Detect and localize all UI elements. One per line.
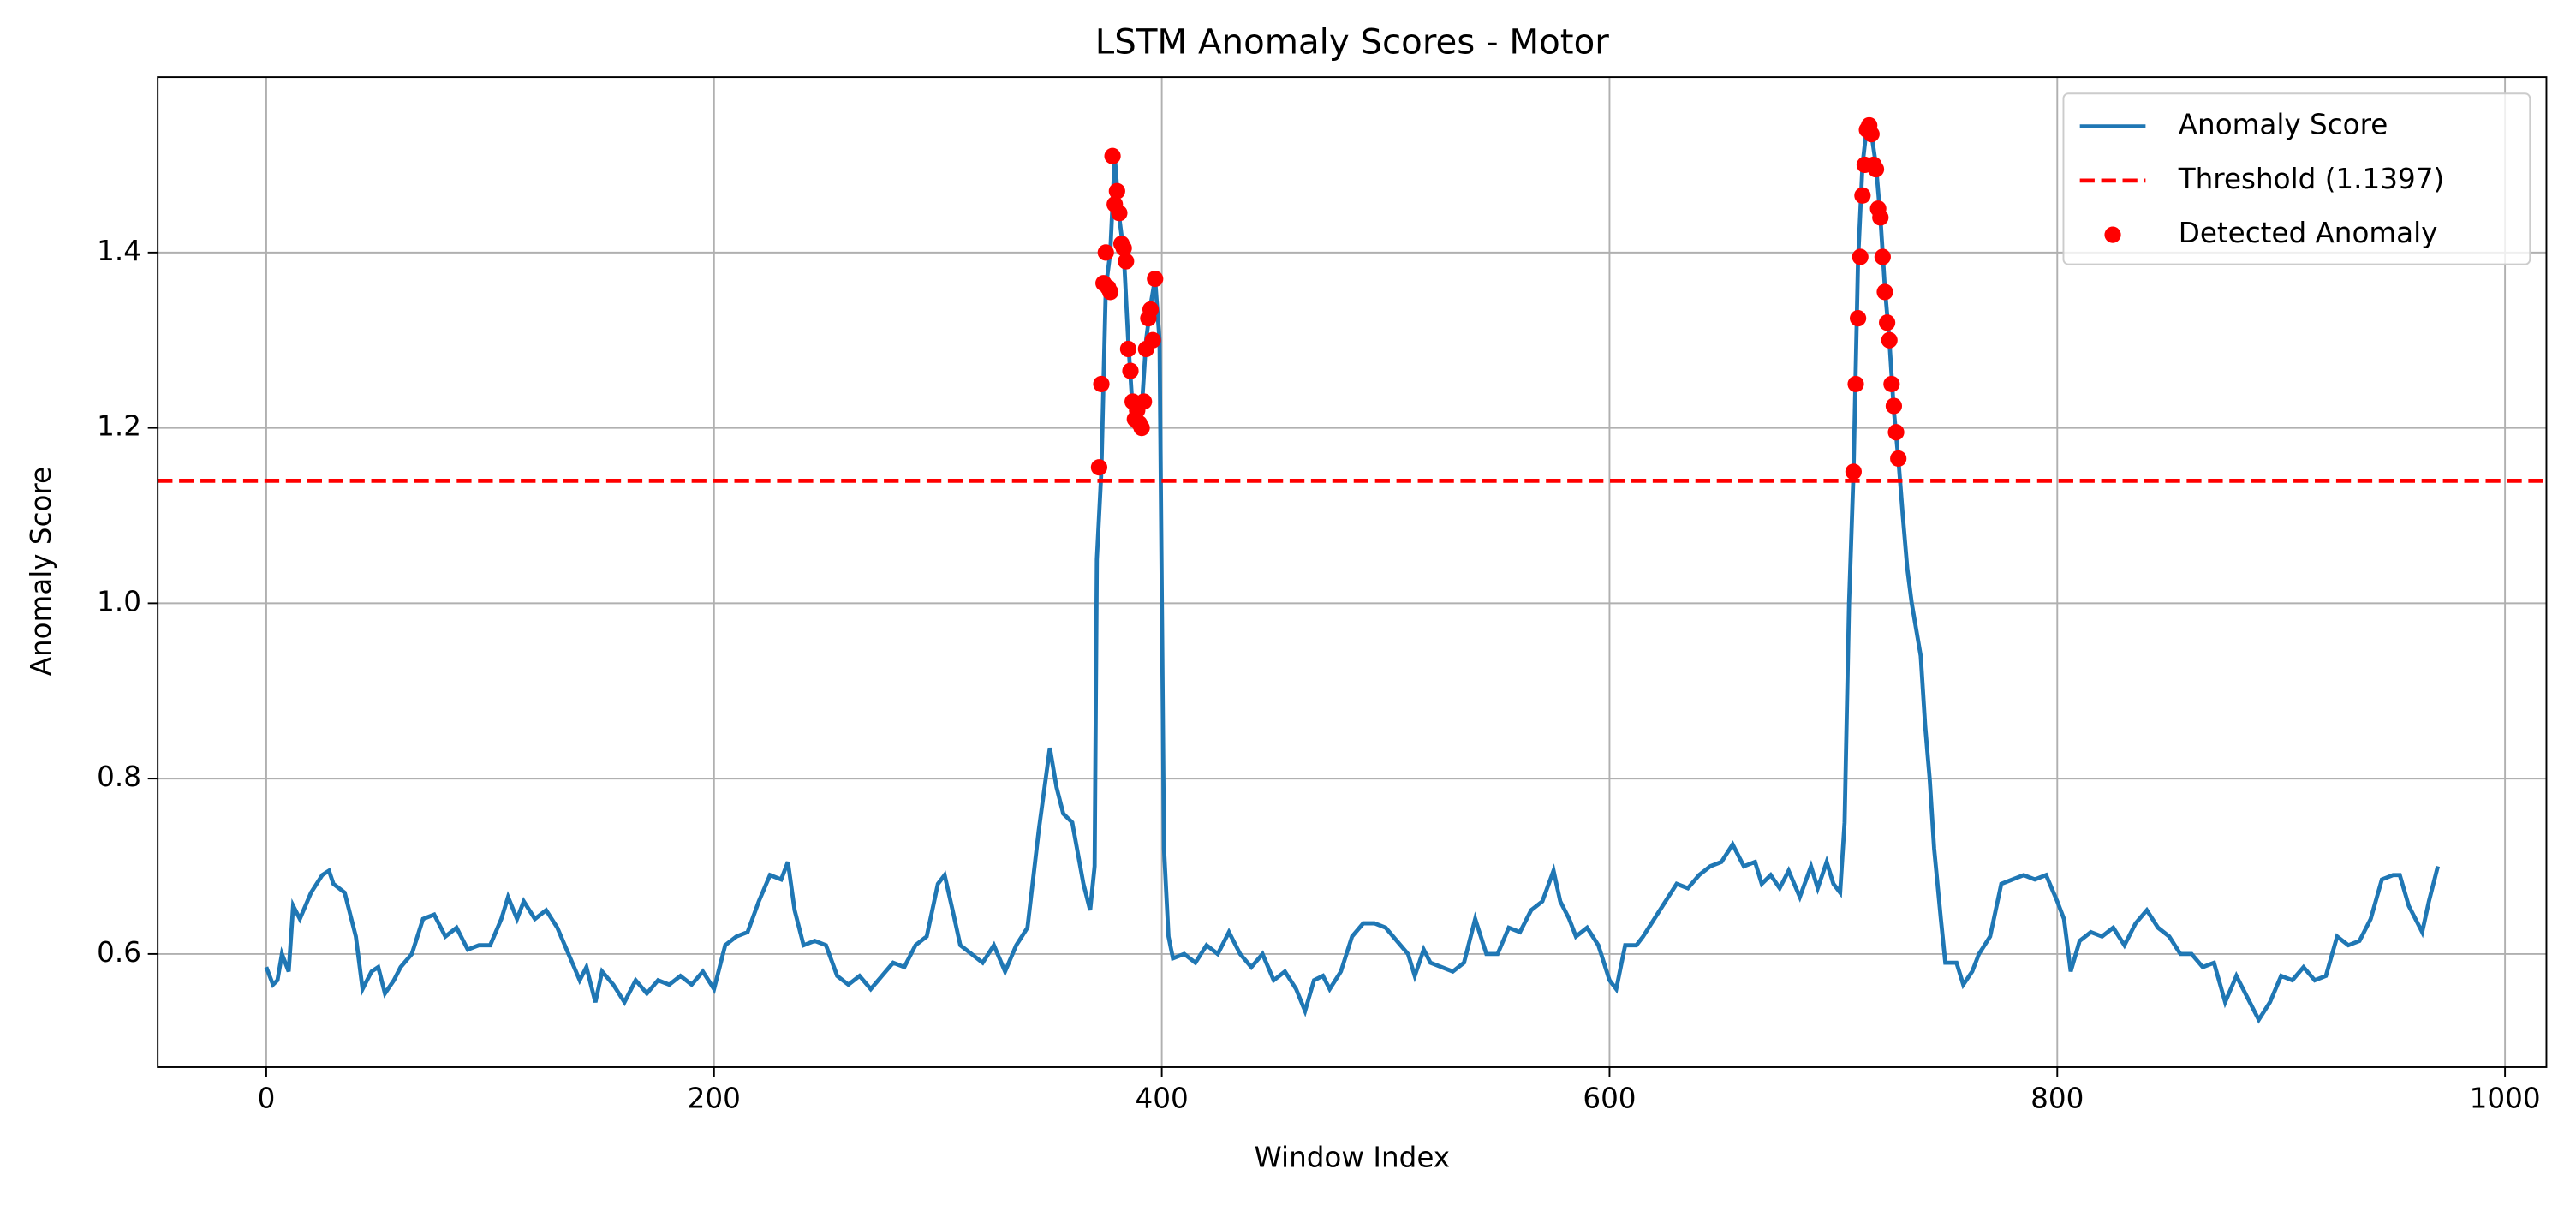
anomaly-point: [1863, 126, 1880, 143]
legend-box: [2062, 92, 2531, 265]
anomaly-point: [1845, 463, 1862, 480]
anomaly-point: [1883, 375, 1900, 393]
y-tick-label: 1.2: [97, 410, 141, 443]
anomaly-point: [1118, 253, 1135, 270]
anomaly-point: [1872, 209, 1889, 226]
anomaly-point: [1887, 424, 1905, 441]
anomaly-point: [1876, 283, 1893, 301]
anomaly-point: [1111, 205, 1128, 222]
x-tick-label: 200: [688, 1082, 741, 1114]
anomaly-point: [1847, 375, 1864, 393]
anomaly-point: [1101, 283, 1119, 301]
anomaly-point: [1885, 397, 1903, 415]
y-tick-label: 0.8: [97, 761, 141, 793]
anomaly-point: [1142, 301, 1160, 318]
anomaly-point: [1147, 270, 1164, 288]
anomaly-point: [1133, 420, 1150, 437]
anomaly-point: [1115, 240, 1132, 257]
anomaly-point: [1108, 182, 1125, 200]
anomaly-point: [1879, 314, 1896, 331]
anomaly-point: [1854, 187, 1871, 204]
y-tick-label: 1.4: [97, 235, 141, 267]
chart-title: LSTM Anomaly Scores - Motor: [1095, 23, 1609, 63]
plot-frame: [157, 76, 2548, 1068]
legend-marker: [2104, 226, 2121, 243]
y-tick-label: 0.6: [97, 936, 141, 969]
anomaly-point: [1850, 310, 1867, 327]
anomaly-point: [1136, 393, 1153, 410]
anomaly-point: [1122, 362, 1139, 379]
legend-label: Detected Anomaly: [2179, 217, 2438, 249]
anomaly-point: [1119, 340, 1136, 358]
anomaly-point: [1144, 331, 1161, 349]
anomaly-point: [1093, 375, 1110, 393]
anomaly-point: [1881, 331, 1898, 349]
legend-label: Anomaly Score: [2179, 109, 2388, 141]
anomaly-point: [1104, 147, 1121, 164]
x-tick-label: 600: [1583, 1082, 1636, 1114]
x-axis-label: Window Index: [1255, 1141, 1451, 1173]
x-tick-label: 0: [258, 1082, 276, 1114]
data-line: [264, 118, 2441, 1024]
x-tick-label: 800: [2030, 1082, 2084, 1114]
y-axis-label: Anomaly Score: [25, 467, 57, 676]
anomaly-point: [1097, 244, 1114, 261]
x-tick-label: 1000: [2470, 1082, 2541, 1114]
anomaly-point: [1090, 459, 1108, 476]
legend-label: Threshold (1.1397): [2178, 163, 2444, 195]
anomaly-point: [1874, 248, 1891, 265]
anomaly-point: [1890, 450, 1907, 468]
anomaly-point: [1867, 161, 1885, 178]
y-tick-label: 1.0: [97, 585, 141, 617]
x-tick-label: 400: [1136, 1082, 1189, 1114]
anomaly-point: [1852, 248, 1869, 265]
